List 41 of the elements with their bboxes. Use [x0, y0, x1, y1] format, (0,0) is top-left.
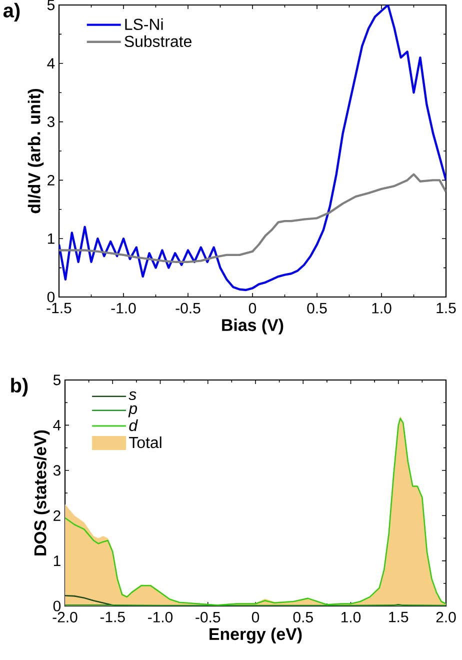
legend-label: s — [128, 391, 136, 400]
y-tick-label: 4 — [47, 58, 55, 69]
y-tick-label: 5 — [53, 374, 61, 386]
y-tick-label: 2 — [54, 510, 60, 521]
x-tick-label: 1.0 — [342, 612, 361, 622]
x-tick-label: 0 — [248, 302, 256, 314]
y-tick-label: 3 — [53, 465, 60, 476]
x-tick-label: -1.0 — [111, 302, 136, 314]
chart-title: b) — [11, 378, 28, 396]
x-tick-label: -0.5 — [196, 612, 220, 622]
y-tick-label: 0 — [47, 292, 55, 302]
x-tick-label: 0 — [252, 612, 260, 622]
x-tick-label: -0.5 — [176, 302, 200, 314]
x-tick-label: 1.5 — [436, 302, 456, 314]
x-tick-label: -2.0 — [52, 612, 78, 622]
x-tick-label: 0.5 — [293, 612, 313, 622]
legend-label: d — [129, 419, 138, 432]
x-axis-title: Bias (V) — [222, 318, 284, 334]
y-axis-title: DOS (states/eV) — [34, 430, 50, 556]
y-axis-title: dI/dV (arb. unit) — [28, 88, 44, 214]
line-series — [59, 4, 446, 292]
x-tick-label: 2.0 — [436, 612, 456, 622]
y-tick-label: 3 — [47, 116, 54, 128]
x-tick-label: -1.5 — [46, 302, 72, 314]
y-tick-label: 0 — [53, 600, 61, 612]
x-axis-title: Energy (eV) — [210, 628, 302, 644]
y-tick-label: 1 — [54, 556, 60, 566]
x-tick-label: 1.5 — [389, 612, 408, 622]
y-tick-label: 5 — [47, 0, 55, 10]
legend-label: Substrate — [124, 35, 192, 48]
x-tick-label: -1.5 — [100, 612, 125, 622]
chart-title: a) — [3, 2, 20, 22]
y-tick-label: 4 — [53, 420, 61, 430]
y-tick-label: 1 — [48, 233, 54, 244]
legend-label: Total — [129, 436, 162, 448]
x-tick-label: 1.0 — [372, 302, 392, 314]
legend-label: p — [128, 405, 138, 418]
x-tick-label: 0.5 — [307, 302, 327, 314]
x-tick-label: -1.0 — [148, 612, 173, 622]
legend-label: LS-Ni — [125, 18, 163, 30]
y-tick-label: 2 — [48, 174, 54, 186]
